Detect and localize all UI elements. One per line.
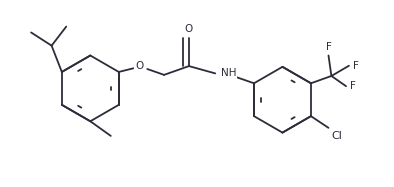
Text: O: O [135, 61, 143, 71]
Text: F: F [350, 81, 355, 91]
Text: F: F [353, 61, 359, 71]
Text: NH: NH [221, 68, 236, 78]
Text: F: F [325, 42, 331, 52]
Text: Cl: Cl [331, 131, 342, 141]
Text: O: O [185, 24, 193, 34]
